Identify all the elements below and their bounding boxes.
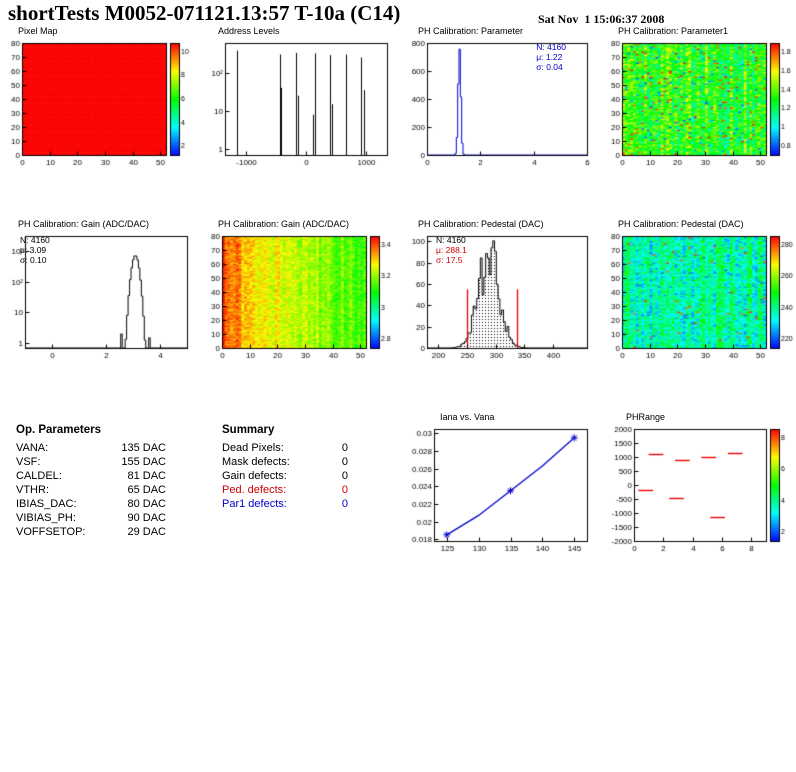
pixel-map-panel: Pixel Map [6, 26, 196, 168]
ph-parameter-plot [406, 38, 596, 168]
iana-vs-vana-panel: Iana vs. Vana [406, 412, 596, 554]
stats-line: N: 4160 [436, 235, 466, 245]
stats-line: N: 4160 [536, 42, 566, 52]
op_parameters-row: CALDEL: 81 DAC [16, 470, 166, 482]
pedestal-histogram-title: PH Calibration: Pedestal (DAC) [418, 219, 544, 229]
pedestal-histogram-stats: N: 4160 μ: 288.1 σ: 17.5 [436, 235, 467, 265]
pedestal-histogram-panel: PH Calibration: Pedestal (DAC) N: 4160 μ:… [406, 219, 596, 361]
pixel-map-plot [6, 38, 196, 168]
stats-line: σ: 17.5 [436, 255, 463, 265]
op_parameters-row: VOFFSETOP: 29 DAC [16, 526, 166, 538]
gain-histogram-stats: N: 4160 μ: 3.09 σ: 0.10 [20, 235, 50, 265]
pedestal-histogram-plot [406, 231, 596, 361]
summary-panel: Summary Dead Pixels: 0 Mask defects: 0 Gain … [222, 424, 348, 511]
gain-histogram-plot [6, 231, 196, 361]
timestamp: Sat Nov 1 15:06:37 2008 [538, 12, 665, 26]
op_parameters-row: VTHR: 65 DAC [16, 484, 166, 496]
phrange-plot [606, 424, 796, 554]
op-parameters-panel: Op. Parameters VANA: 135 DAC VSF: 155 DAC CA… [16, 424, 166, 539]
stats-line: N: 4160 [20, 235, 50, 245]
phrange-panel: PHRange [606, 412, 796, 554]
op_parameters-row: VANA: 135 DAC [16, 442, 166, 454]
ph-parameter1-map-plot [606, 38, 796, 168]
summary-row: Par1 defects: 0 [222, 498, 348, 510]
page-title: shortTests M0052-071121.13:57 T-10a (C14… [8, 1, 401, 25]
stats-line: σ: 0.10 [20, 255, 47, 265]
summary-row: Dead Pixels: 0 [222, 442, 348, 454]
ph-parameter-title: PH Calibration: Parameter [418, 26, 524, 36]
summary-row: Ped. defects: 0 [222, 484, 348, 496]
ph-parameter-stats: N: 4160 μ: 1.22 σ: 0.04 [536, 42, 566, 72]
op-parameters-title: Op. Parameters [16, 424, 102, 436]
summary-title: Summary [222, 424, 275, 436]
gain-map-panel: PH Calibration: Gain (ADC/DAC) [206, 219, 396, 361]
gain-map-plot [206, 231, 396, 361]
stats-line: μ: 1.22 [536, 52, 563, 62]
op_parameters-row: IBIAS_DAC: 80 DAC [16, 498, 166, 510]
address-levels-plot [206, 38, 396, 168]
summary-list: Dead Pixels: 0 Mask defects: 0 Gain defects:… [222, 441, 348, 511]
gain-map-title: PH Calibration: Gain (ADC/DAC) [218, 219, 350, 229]
summary-row: Mask defects: 0 [222, 456, 348, 468]
address-levels-panel: Address Levels [206, 26, 396, 168]
address-levels-title: Address Levels [218, 26, 280, 36]
ph-parameter-panel: PH Calibration: Parameter N: 4160 μ: 1.22… [406, 26, 596, 168]
gain-histogram-title: PH Calibration: Gain (ADC/DAC) [18, 219, 150, 229]
op_parameters-row: VSF: 155 DAC [16, 456, 166, 468]
stats-line: μ: 288.1 [436, 245, 467, 255]
pixel-map-title: Pixel Map [18, 26, 58, 36]
pedestal-map-title: PH Calibration: Pedestal (DAC) [618, 219, 744, 229]
summary-row: Gain defects: 0 [222, 470, 348, 482]
phrange-title: PHRange [626, 412, 666, 422]
pedestal-map-plot [606, 231, 796, 361]
iana-vs-vana-plot [406, 424, 596, 554]
pedestal-map-panel: PH Calibration: Pedestal (DAC) [606, 219, 796, 361]
iana-vs-vana-title: Iana vs. Vana [440, 412, 495, 422]
ph-parameter1-map-title: PH Calibration: Parameter1 [618, 26, 729, 36]
op_parameters-row: VIBIAS_PH: 90 DAC [16, 512, 166, 524]
gain-histogram-panel: PH Calibration: Gain (ADC/DAC) N: 4160 μ:… [6, 219, 196, 361]
stats-line: σ: 0.04 [536, 62, 563, 72]
op-parameters-list: VANA: 135 DAC VSF: 155 DAC CALDEL: 81 DAC VTHR… [16, 441, 166, 539]
stats-line: μ: 3.09 [20, 245, 47, 255]
ph-parameter1-map-panel: PH Calibration: Parameter1 [606, 26, 796, 168]
